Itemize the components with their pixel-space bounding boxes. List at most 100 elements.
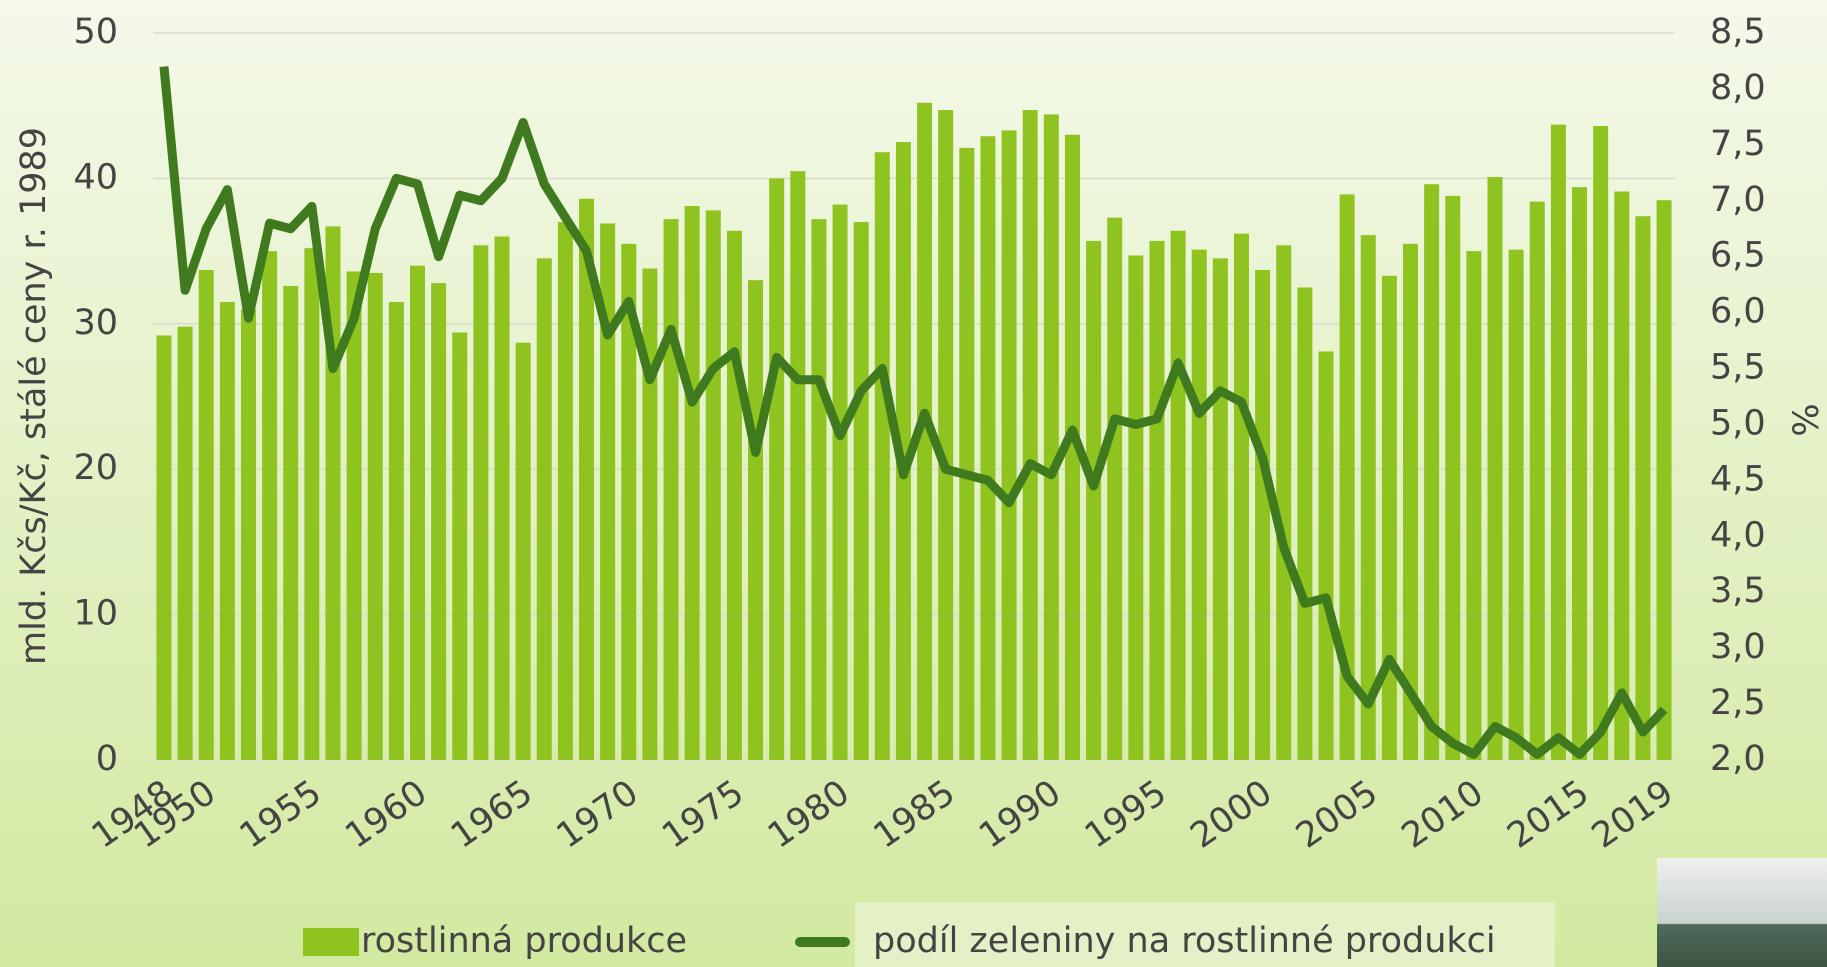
bar [1381, 275, 1397, 760]
bar [684, 206, 700, 760]
bar [726, 230, 742, 760]
bar [240, 309, 256, 760]
bar [283, 285, 299, 760]
bar [1572, 187, 1588, 760]
bar [1318, 351, 1334, 760]
bar [1043, 114, 1059, 760]
bar [1529, 201, 1545, 760]
bar [431, 283, 447, 760]
y2-tick-label: 4,0 [1710, 515, 1766, 555]
y2-tick-label: 2,5 [1710, 683, 1766, 723]
bar [938, 110, 954, 760]
y-tick-label: 50 [73, 12, 118, 52]
bar [1403, 243, 1419, 760]
bar [705, 210, 721, 760]
bar [1212, 258, 1228, 760]
bar [642, 268, 658, 760]
legend-label: podíl zeleniny na rostlinné produkci [873, 921, 1496, 961]
y2-tick-label: 7,5 [1710, 124, 1766, 164]
bar [1128, 255, 1144, 760]
y2-tick-label: 6,5 [1710, 236, 1766, 276]
bar [1022, 110, 1038, 760]
bar [473, 245, 489, 760]
bar [663, 219, 679, 760]
y-tick-label: 40 [73, 157, 118, 197]
bar [494, 236, 510, 760]
y2-tick-label: 8,5 [1710, 12, 1766, 52]
bar [156, 335, 172, 760]
bar [980, 136, 996, 760]
y-tick-label: 0 [96, 739, 118, 779]
photo-thumbnail [1657, 858, 1827, 967]
y-tick-label: 20 [73, 448, 118, 488]
bar [1466, 251, 1482, 760]
bar [1656, 200, 1672, 760]
bar [1149, 240, 1165, 760]
bar [536, 258, 552, 760]
bar [367, 272, 383, 760]
bar [1360, 235, 1376, 760]
bar [304, 248, 320, 760]
bar [452, 332, 468, 760]
legend-box [855, 902, 1555, 967]
y2-tick-label: 3,0 [1710, 627, 1766, 667]
bar [1064, 134, 1080, 760]
y2-tick-label: 6,0 [1710, 292, 1766, 332]
bar [579, 198, 595, 761]
bar [769, 178, 785, 760]
line [159, 66, 1668, 759]
bar [874, 152, 890, 760]
y2-tick-label: 2,0 [1710, 739, 1766, 779]
legend-label: rostlinná produkce [361, 921, 687, 961]
bar [177, 326, 193, 760]
bar [1424, 184, 1440, 760]
bar [748, 280, 764, 760]
bar [811, 219, 827, 760]
y-tick-label: 10 [73, 594, 118, 634]
bar [1255, 270, 1271, 760]
bar [917, 102, 933, 761]
bar [1297, 287, 1313, 760]
bar [1276, 245, 1292, 760]
bar [1339, 194, 1355, 761]
y2-tick-label: 5,0 [1710, 403, 1766, 443]
y2-tick-label: 3,5 [1710, 571, 1766, 611]
bar [1445, 195, 1461, 760]
y2-tick-label: 4,5 [1710, 459, 1766, 499]
bar [1107, 217, 1123, 760]
bar [1170, 230, 1186, 760]
bar [959, 147, 975, 761]
bar [1614, 191, 1630, 761]
legend-swatch [303, 928, 359, 956]
bar [1086, 240, 1102, 760]
bar [1001, 130, 1017, 761]
bar [1191, 249, 1207, 760]
bar [515, 342, 531, 760]
bar [1550, 124, 1566, 761]
bar [790, 171, 806, 760]
bar [1508, 249, 1524, 760]
bar [346, 271, 362, 760]
bar [1487, 176, 1503, 761]
bar [388, 301, 404, 760]
y2-tick-label: 7,0 [1710, 180, 1766, 220]
bar [198, 270, 214, 760]
bar [1635, 216, 1651, 761]
y2-axis-label: % [1787, 403, 1827, 436]
bar [600, 223, 616, 760]
bar [1593, 126, 1609, 760]
y-axis-label: mld. Kčs/Kč, stálé ceny r. 1989 [14, 127, 54, 665]
bar [557, 222, 573, 760]
bar [219, 301, 235, 760]
y-tick-label: 30 [73, 303, 118, 343]
bar [409, 265, 425, 760]
bar [262, 251, 278, 760]
bar [832, 204, 848, 760]
bar [1233, 233, 1249, 761]
bar [621, 243, 637, 760]
bar [853, 222, 869, 760]
y2-tick-label: 5,5 [1710, 348, 1766, 388]
bar [895, 142, 911, 761]
y2-tick-label: 8,0 [1710, 68, 1766, 108]
